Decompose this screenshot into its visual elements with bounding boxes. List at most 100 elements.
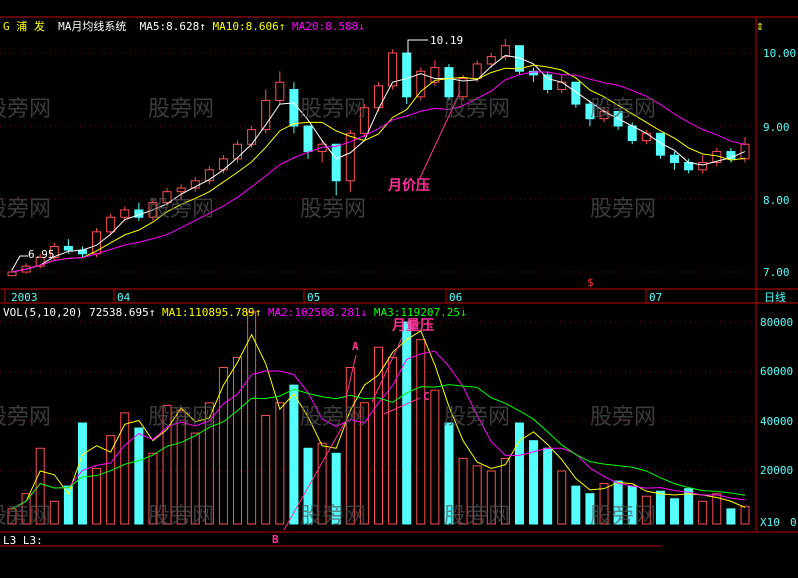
- volume-bar: [261, 414, 271, 525]
- candle-body: [641, 132, 651, 142]
- up-arrow-icon: ↑: [148, 306, 156, 319]
- candle-body: [585, 103, 595, 120]
- candle-body: [120, 209, 130, 218]
- candle-body: [571, 81, 581, 105]
- watermark: 股旁网: [590, 405, 657, 430]
- volume-bar: [359, 402, 369, 525]
- period-label[interactable]: 日线: [764, 291, 786, 304]
- watermark: 股旁网: [0, 97, 52, 122]
- candle-body: [374, 85, 383, 109]
- footer-indicator: L3 L3:: [3, 534, 43, 547]
- candle-body: [204, 169, 214, 182]
- candle-body: [627, 125, 637, 142]
- time-label: 07: [649, 291, 663, 304]
- candle-body: [430, 67, 440, 83]
- watermark: 股旁网: [300, 97, 367, 122]
- volume-pressure-arrow: [371, 337, 403, 403]
- candle-body: [458, 78, 468, 98]
- candle-body: [275, 81, 285, 101]
- ma10-line: [11, 64, 746, 273]
- candle-body: [35, 256, 45, 267]
- down-arrow-icon: ↓: [460, 306, 467, 319]
- volume-bar: [148, 452, 158, 525]
- candle-body: [176, 187, 186, 193]
- annotation-b: B: [272, 533, 279, 546]
- watermark: 股旁网: [444, 405, 511, 430]
- volume-tick: 60000: [760, 365, 794, 378]
- low-leader: [11, 255, 28, 271]
- watermark: 股旁网: [148, 97, 215, 122]
- volume-value: 72538.695: [89, 306, 149, 319]
- candle-body: [698, 162, 708, 171]
- price-tick: 8.00: [763, 194, 790, 207]
- candle-body: [247, 129, 257, 145]
- candle-body: [514, 45, 524, 72]
- watermark: 股旁网: [590, 197, 657, 222]
- candle-body: [162, 191, 172, 204]
- candle-body: [726, 151, 736, 160]
- candle-body: [444, 67, 454, 98]
- watermark: 股旁网: [300, 504, 367, 529]
- volume-bar: [670, 498, 680, 525]
- up-arrow-icon: ↑: [278, 20, 286, 33]
- watermark: 股旁网: [148, 405, 215, 430]
- volume-bar: [190, 432, 200, 525]
- vol-ma3: MA3:119207.25: [373, 306, 460, 319]
- volume-label: VOL(5,10,20): [3, 306, 83, 319]
- candle-body: [670, 154, 680, 163]
- volume-bar: [233, 356, 243, 525]
- arrow-a: [345, 354, 357, 399]
- volume-bar: [444, 422, 454, 525]
- volume-bar: [374, 346, 383, 525]
- up-arrow-icon: ↑: [199, 20, 206, 33]
- watermark: 股旁网: [148, 197, 215, 222]
- candle-body: [684, 162, 694, 171]
- volume-bar: [106, 435, 116, 525]
- volume-bar: [204, 402, 214, 525]
- candle-body: [402, 52, 412, 98]
- indicator-name: MA月均线系统: [58, 20, 127, 33]
- marker-symbol: $: [587, 276, 594, 289]
- volume-bar: [543, 447, 553, 525]
- volume-bar: [49, 500, 59, 525]
- settings-icon[interactable]: ⇕: [756, 19, 764, 34]
- volume-bar: [698, 500, 708, 525]
- price-pressure-annotation: 月价压: [388, 178, 430, 194]
- down-arrow-icon: ↓: [358, 20, 365, 33]
- volume-bar: [247, 311, 257, 525]
- ma20-line: [11, 71, 746, 273]
- time-label: 04: [117, 291, 131, 304]
- watermark: 股旁网: [444, 97, 511, 122]
- volume-bar: [500, 457, 510, 525]
- candle-body: [655, 132, 665, 156]
- volume-pressure-annotation: 月量压: [392, 318, 434, 334]
- volume-bar: [712, 493, 722, 525]
- candle-body: [388, 52, 398, 87]
- volume-bar: [486, 470, 496, 525]
- chart-header: G 浦 发 MA月均线系统 MA5:8.628↑ MA10:8.606↑ MA2…: [3, 20, 365, 33]
- volume-bar: [740, 505, 750, 525]
- volume-bar: [218, 366, 228, 525]
- volume-tick: 0: [790, 516, 797, 529]
- candle-body: [543, 74, 553, 91]
- volume-unit: X10: [760, 516, 780, 529]
- candle-body: [289, 89, 299, 127]
- volume-bar: [726, 508, 736, 525]
- volume-bar: [35, 447, 45, 525]
- volume-bar: [289, 384, 299, 525]
- volume-bar: [613, 480, 623, 525]
- volume-bar: [458, 457, 468, 525]
- annotation-c: C: [423, 390, 430, 403]
- candle-body: [63, 245, 73, 251]
- ma10-value: MA10:8.606: [212, 20, 279, 33]
- ma5-line: [11, 54, 746, 273]
- ma5-value: MA5:8.628: [139, 20, 200, 33]
- vol-ma3-line: [11, 384, 746, 510]
- candle-body: [261, 99, 271, 131]
- watermark: 股旁网: [300, 405, 367, 430]
- volume-bar: [514, 422, 524, 525]
- watermark: 股旁网: [0, 197, 52, 222]
- candle-body: [500, 45, 510, 58]
- candle-body: [7, 271, 17, 277]
